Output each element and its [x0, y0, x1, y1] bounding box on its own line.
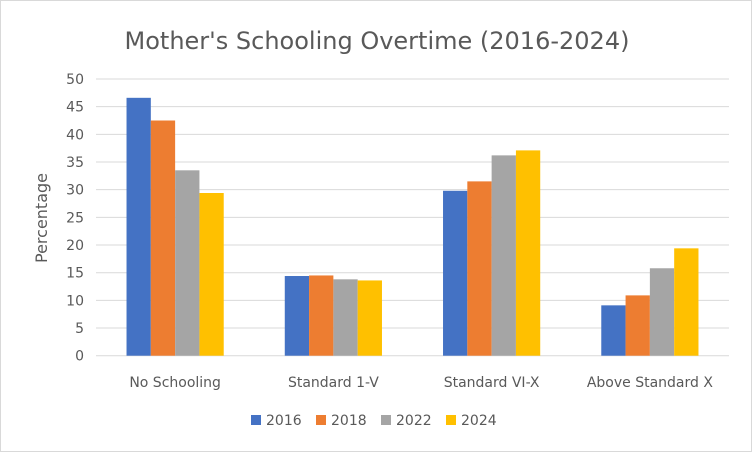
bar-2024: [674, 248, 699, 356]
bar-2022: [491, 155, 516, 356]
bar-2022: [175, 170, 200, 356]
bar-2016: [443, 190, 468, 356]
x-tick-label: Standard 1-V: [288, 375, 379, 391]
legend-label: 2024: [461, 413, 497, 429]
y-tick-label: 10: [66, 293, 84, 309]
x-tick-label: Standard VI-X: [444, 375, 540, 391]
bar-2018: [467, 181, 492, 356]
y-tick-label: 30: [66, 183, 84, 199]
y-tick-label: 50: [66, 72, 84, 88]
bar-2024: [515, 150, 541, 356]
y-tick-label: 0: [75, 349, 84, 365]
legend-swatch: [316, 415, 326, 425]
y-tick-label: 35: [66, 155, 84, 171]
legend-swatch: [381, 415, 391, 425]
y-tick-label: 25: [66, 210, 84, 226]
y-tick-label: 20: [66, 238, 84, 254]
bar-2016: [601, 305, 626, 356]
y-tick-label: 15: [66, 266, 84, 282]
chart-title: Mother's Schooling Overtime (2016-2024): [125, 27, 630, 55]
y-tick-label: 45: [66, 100, 84, 116]
y-tick-label: 5: [75, 321, 84, 337]
x-tick-label: No Schooling: [129, 375, 221, 391]
bar-2024: [199, 193, 224, 356]
bar-2016: [126, 97, 151, 356]
bar-2018: [625, 295, 650, 356]
bar-2022: [333, 279, 358, 356]
bar-2022: [649, 268, 675, 356]
legend-label: 2016: [266, 413, 302, 429]
y-axis-label: Percentage: [32, 173, 51, 263]
y-tick-label: 40: [66, 127, 84, 143]
legend-label: 2022: [396, 413, 432, 429]
legend-label: 2018: [331, 413, 367, 429]
bar-2024: [357, 280, 382, 356]
legend-swatch: [251, 415, 261, 425]
bar-2016: [284, 276, 310, 356]
x-tick-label: Above Standard X: [587, 375, 714, 391]
legend-swatch: [446, 415, 456, 425]
bar-2018: [150, 120, 176, 356]
bar-2018: [309, 275, 334, 356]
